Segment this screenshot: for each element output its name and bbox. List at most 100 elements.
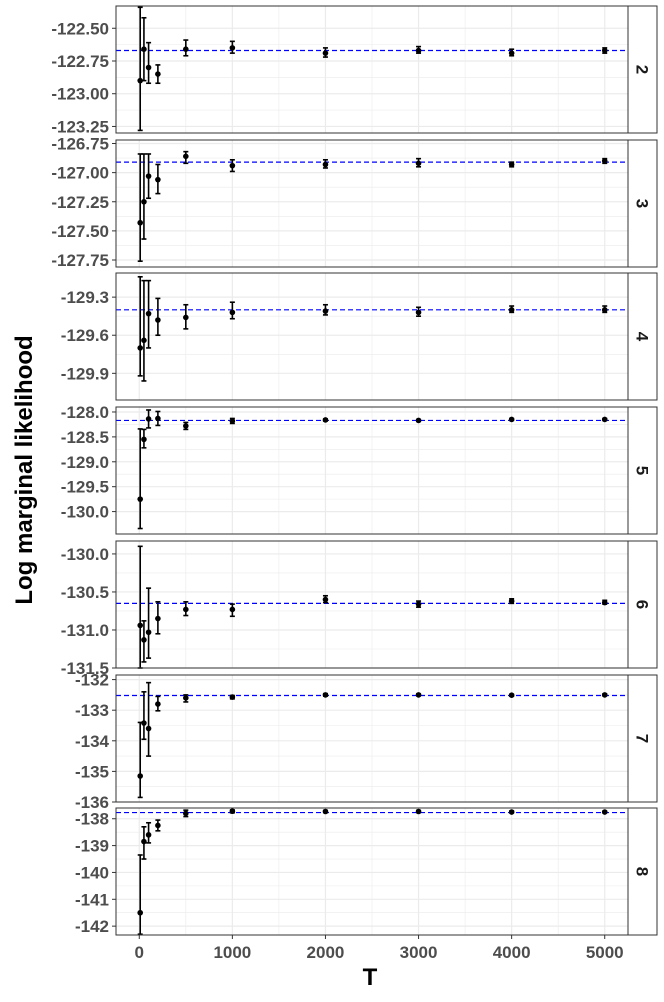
data-point: [155, 615, 161, 622]
data-point: [415, 47, 422, 54]
y-tick-label: -134: [75, 732, 110, 751]
data-point: [155, 822, 161, 829]
data-point: [155, 176, 161, 183]
y-tick-label: -122.75: [51, 52, 109, 71]
data-point: [183, 153, 189, 160]
x-axis-title: T: [363, 964, 378, 991]
data-point: [601, 158, 608, 164]
data-point: [145, 725, 152, 732]
data-point: [415, 160, 422, 167]
y-tick-label: -129.0: [61, 453, 109, 472]
facet-strip: [627, 5, 658, 134]
data-point: [137, 219, 144, 226]
panel-2: -123.25 -123.00 -122.75 -122.50 2: [51, 5, 658, 136]
y-tick-label: -129.6: [61, 326, 109, 345]
facet-strip: [627, 674, 658, 803]
y-tick-label: -142: [75, 917, 109, 936]
x-tick-label: 1000: [213, 943, 251, 962]
data-point: [415, 808, 422, 815]
data-point: [137, 622, 144, 629]
data-point: [137, 77, 144, 84]
data-point: [601, 599, 608, 606]
y-tick-label: -128.5: [61, 428, 109, 447]
y-tick-label: -129.5: [61, 478, 109, 497]
x-tick-label: 0: [135, 943, 144, 962]
y-tick-label: -127.25: [51, 193, 109, 212]
facet-strip: [627, 807, 658, 936]
data-point: [601, 809, 608, 815]
panel-8: -142 -141 -140 -139 -138 8: [75, 807, 658, 936]
y-tick-label: -129.3: [61, 288, 109, 307]
data-point: [601, 47, 608, 54]
data-point: [508, 598, 515, 604]
y-tick-label: -139: [75, 837, 109, 856]
data-point: [183, 314, 189, 321]
y-tick-label: -140: [75, 863, 109, 882]
y-tick-label: -126.75: [51, 134, 109, 153]
data-point: [183, 810, 189, 817]
data-point: [229, 694, 236, 700]
data-point: [183, 46, 189, 53]
data-point: [183, 606, 189, 613]
data-point: [141, 46, 147, 53]
y-tick-label: -130.5: [61, 583, 109, 602]
facet-strip-label: 3: [633, 199, 652, 208]
panel-6: -131.5 -131.0 -130.5 -130.0 6: [61, 540, 658, 678]
data-point: [508, 50, 515, 56]
data-point: [415, 417, 422, 424]
data-point: [322, 161, 329, 168]
data-point: [155, 71, 161, 77]
data-point: [415, 692, 422, 698]
facet-strip-label: 4: [633, 332, 652, 342]
panels-layer: -123.25-123.00-122.75-122.502-127.75-127…: [51, 5, 658, 936]
data-point: [508, 416, 515, 423]
data-point: [508, 307, 515, 313]
data-point: [322, 308, 329, 314]
data-point: [145, 64, 152, 71]
data-point: [322, 417, 329, 423]
data-point: [601, 692, 608, 698]
y-tick-label: -138: [75, 810, 109, 829]
data-point: [229, 309, 236, 316]
facet-strip: [627, 406, 658, 535]
y-tick-label: -129.9: [61, 364, 109, 383]
y-tick-label: -136: [75, 793, 109, 812]
x-axis: 0 1000 2000 3000 4000 5000: [135, 935, 624, 962]
y-tick-label: -128.0: [61, 403, 109, 422]
y-tick-label: -127.00: [51, 164, 109, 183]
facet-strip-label: 7: [633, 734, 652, 743]
data-point: [601, 307, 608, 313]
data-point: [145, 629, 152, 636]
data-point: [183, 423, 189, 429]
y-tick-label: -135: [75, 762, 109, 781]
facet-strip-label: 6: [633, 600, 652, 609]
data-point: [229, 418, 236, 424]
data-point: [229, 808, 236, 815]
panel-4: -129.9 -129.6 -129.3 4: [61, 272, 658, 401]
y-tick-label: -133: [75, 701, 109, 720]
data-point: [415, 601, 422, 607]
facet-strip-label: 2: [633, 65, 652, 74]
facet-strip-label: 5: [633, 466, 652, 475]
panel-3: -127.75 -127.50 -127.25 -127.00 -126.75 3: [51, 134, 658, 270]
data-point: [145, 310, 152, 317]
data-point: [145, 416, 152, 422]
data-point: [137, 909, 144, 916]
y-tick-label: -130.0: [61, 545, 109, 564]
data-point: [601, 416, 608, 423]
y-tick-label: -141: [75, 890, 109, 909]
facet-strip-label: 8: [633, 867, 652, 876]
y-axis-title: Log marginal likelihood: [11, 335, 38, 604]
data-point: [141, 337, 147, 344]
y-tick-label: -130.0: [61, 503, 109, 522]
data-point: [141, 436, 147, 443]
facet-strip: [627, 272, 658, 401]
x-tick-label: 3000: [400, 943, 438, 962]
y-tick-label: -123.00: [51, 85, 109, 104]
data-point: [508, 692, 515, 698]
data-point: [508, 161, 515, 168]
data-point: [141, 637, 147, 643]
data-point: [322, 692, 329, 698]
